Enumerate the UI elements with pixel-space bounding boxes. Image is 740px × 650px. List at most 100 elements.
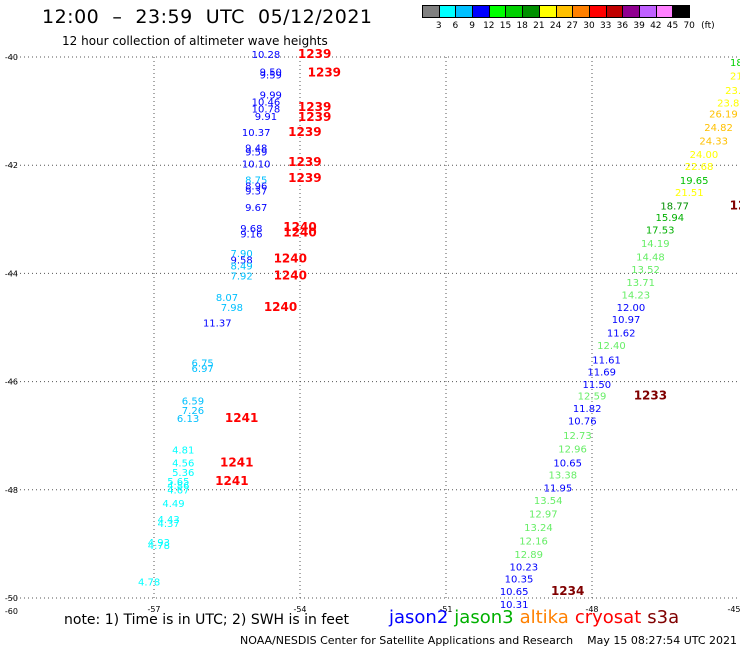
- wave-height-label: 12.89: [514, 550, 543, 561]
- orbit-time-label: 1234: [551, 584, 584, 598]
- wave-height-label: 10.35: [505, 575, 534, 586]
- wave-height-label: 13.24: [524, 523, 553, 534]
- wave-height-label: 10.65: [553, 458, 582, 469]
- wave-height-label: 9.58: [230, 255, 252, 266]
- y-tick-label: -50: [5, 594, 18, 603]
- scale-label: 15: [499, 21, 512, 31]
- wave-height-label: 8.75: [245, 175, 267, 186]
- scale-label: 70: [683, 21, 695, 31]
- scale-label: 33: [599, 21, 612, 31]
- wave-height-label: 4.86: [167, 481, 189, 492]
- wave-height-label: 22.68: [685, 162, 714, 173]
- wave-height-label: 9.59: [245, 148, 267, 159]
- wave-height-label: 10.10: [242, 160, 271, 171]
- wave-height-label: 12.73: [563, 431, 592, 442]
- orbit-time-label: 1241: [225, 411, 258, 425]
- wave-height-label: 4.67: [167, 485, 189, 496]
- wave-height-label: 10.31: [500, 600, 529, 611]
- wave-height-label: 14.23: [621, 291, 650, 302]
- y-tick-label: -40: [5, 53, 18, 62]
- scale-label: 9: [469, 21, 475, 31]
- wave-height-label: 12.40: [597, 341, 626, 352]
- wave-height-label: 11.37: [203, 319, 232, 330]
- wave-height-label: 13.38: [548, 471, 577, 482]
- wave-height-label: 12.97: [529, 510, 558, 521]
- legend-jason3: jason3: [454, 607, 514, 628]
- scale-label: 21: [533, 21, 545, 31]
- color-scale: [422, 5, 690, 18]
- note-text: note: 1) Time is in UTC; 2) SWH is in fe…: [64, 612, 350, 628]
- orbit-time-label: 1239: [288, 171, 321, 185]
- wave-height-label: 19.65: [680, 176, 709, 187]
- chart-subtitle: 12 hour collection of altimeter wave hei…: [62, 34, 328, 48]
- legend-altika: altika: [519, 607, 569, 628]
- orbit-time-label: 1240: [283, 225, 316, 239]
- scale-label: 6: [452, 21, 459, 31]
- wave-height-label: 24.33: [699, 136, 728, 147]
- scale-label: (ft): [701, 21, 715, 31]
- wave-height-label: 12.00: [617, 303, 646, 314]
- footer-credit: NOAA/NESDIS Center for Satellite Applica…: [240, 634, 738, 647]
- wave-height-label: 18.: [730, 58, 740, 69]
- legend-s3a: s3a: [647, 607, 680, 628]
- wave-height-label: 4.78: [138, 577, 160, 588]
- wave-height-label: 21.51: [675, 188, 704, 199]
- wave-height-label: 9.48: [245, 143, 267, 154]
- wave-height-label: 6.13: [177, 414, 199, 425]
- wave-height-label: 8.07: [216, 293, 238, 304]
- orbit-time-label: 1239: [298, 110, 331, 124]
- wave-height-label: 4.49: [162, 499, 184, 510]
- legend: jason2 jason3 altika cryosat s3a: [389, 607, 685, 628]
- wave-height-label: 9.50: [260, 68, 282, 79]
- wave-height-label: 14.48: [636, 253, 665, 264]
- orbit-time-label: 1239: [298, 100, 331, 114]
- orbit-time-label: 1233: [634, 389, 667, 403]
- wave-height-label: 8.49: [230, 261, 252, 272]
- wave-height-label: 11.61: [592, 355, 621, 366]
- scale-label: 24: [549, 21, 562, 31]
- wave-height-label: 8.96: [245, 181, 267, 192]
- wave-height-label: 13.71: [626, 278, 655, 289]
- scale-label: 30: [583, 21, 595, 31]
- wave-height-label: 9.67: [245, 203, 267, 214]
- x-tick-label: -51: [439, 605, 452, 614]
- orbit-time-label: 1240: [274, 251, 307, 265]
- wave-height-label: 10.78: [252, 104, 281, 115]
- wave-height-label: 13.52: [631, 265, 660, 276]
- wave-height-label: 7.92: [230, 272, 252, 283]
- wave-height-label: 10.28: [252, 50, 281, 61]
- x-tick-label: -54: [293, 605, 306, 614]
- y-tick-label: -60: [5, 607, 18, 616]
- wave-height-label: 14.19: [641, 239, 670, 250]
- legend-cryosat: cryosat: [574, 607, 642, 628]
- wave-height-label: 12.96: [558, 445, 587, 456]
- orbit-time-label: 1240: [274, 269, 307, 283]
- orbit-time-label: 1239: [308, 66, 341, 80]
- wave-height-label: 4.56: [172, 458, 194, 469]
- scale-swatch: [672, 5, 690, 18]
- wave-height-label: 9.99: [260, 90, 282, 101]
- wave-height-label: 26.19: [709, 109, 738, 120]
- wave-height-label: 11.62: [607, 328, 636, 339]
- wave-height-label: 4.37: [157, 519, 179, 530]
- wave-height-label: 24.82: [704, 123, 733, 134]
- wave-height-label: 6.75: [192, 359, 214, 370]
- scale-label: 3: [435, 21, 442, 31]
- wave-height-label: 23.8: [717, 98, 739, 109]
- wave-height-label: 12.59: [578, 392, 607, 403]
- wave-height-label: 23.: [725, 86, 740, 97]
- scale-label: 45: [666, 21, 679, 31]
- y-tick-label: -48: [5, 486, 18, 495]
- x-tick-label: -57: [147, 605, 160, 614]
- wave-height-label: 5.65: [167, 477, 189, 488]
- wave-height-label: 6.97: [192, 364, 214, 375]
- wave-height-label: 11.82: [573, 404, 602, 415]
- wave-height-label: 10.37: [242, 128, 271, 139]
- wave-height-label: 18.77: [660, 201, 689, 212]
- wave-height-label: 9.59: [260, 70, 282, 81]
- wave-height-label: 5.36: [172, 468, 194, 479]
- axis-labels: -57 -54 -51 -48 -45 -40 -42 -44 -46 -48 -50 -60: [5, 53, 740, 616]
- wave-height-label: 10.23: [510, 563, 539, 574]
- wave-height-label: 10.97: [612, 315, 641, 326]
